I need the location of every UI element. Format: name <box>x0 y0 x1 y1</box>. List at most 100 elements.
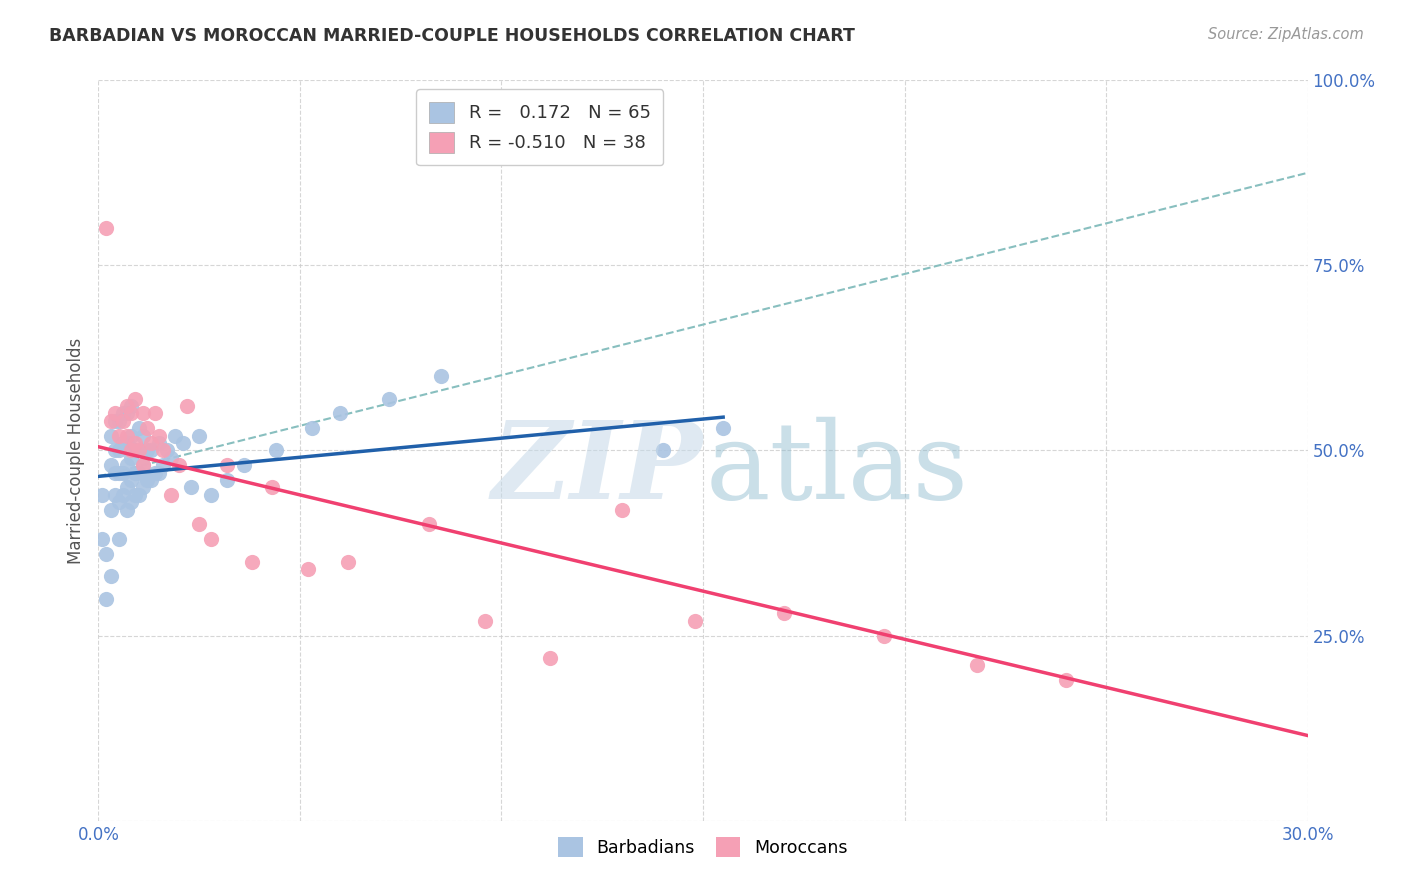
Point <box>651 443 673 458</box>
Point <box>111 436 134 450</box>
Point <box>107 414 129 428</box>
Point <box>1054 673 1077 687</box>
Point <box>418 517 440 532</box>
Point <box>260 480 283 494</box>
Point <box>103 414 125 428</box>
Point <box>100 428 122 442</box>
Point <box>301 421 323 435</box>
Point <box>143 466 166 480</box>
Point <box>128 488 150 502</box>
Point <box>96 547 118 561</box>
Point <box>200 488 222 502</box>
Point <box>188 517 211 532</box>
Point <box>160 450 183 465</box>
Point <box>132 407 155 421</box>
Point <box>120 399 142 413</box>
Point <box>91 533 114 547</box>
Point <box>538 650 561 665</box>
Point <box>96 221 118 235</box>
Point <box>143 407 166 421</box>
Point <box>148 436 170 450</box>
Point <box>711 421 734 435</box>
Legend: Barbadians, Moroccans: Barbadians, Moroccans <box>551 830 855 863</box>
Point <box>115 502 138 516</box>
Point <box>103 488 125 502</box>
Point <box>128 443 150 458</box>
Point <box>329 407 352 421</box>
Point <box>167 458 190 473</box>
Point <box>337 555 360 569</box>
Point <box>124 392 146 406</box>
Point <box>232 458 254 473</box>
Point <box>115 436 138 450</box>
Point <box>115 407 138 421</box>
Point <box>100 502 122 516</box>
Point <box>156 443 179 458</box>
Point <box>124 436 146 450</box>
Point <box>264 443 287 458</box>
Text: atlas: atlas <box>706 417 969 522</box>
Point <box>120 443 142 458</box>
Point <box>139 443 162 458</box>
Point <box>115 458 138 473</box>
Point <box>683 614 706 628</box>
Point <box>111 414 134 428</box>
Point <box>297 562 319 576</box>
Point <box>107 495 129 509</box>
Point <box>107 428 129 442</box>
Point <box>148 466 170 480</box>
Point <box>115 428 138 442</box>
Point <box>132 480 155 494</box>
Point <box>132 458 155 473</box>
Point <box>200 533 222 547</box>
Point <box>873 628 896 642</box>
Point <box>135 421 157 435</box>
Point <box>111 488 134 502</box>
Point <box>772 607 794 621</box>
Point <box>612 502 634 516</box>
Point <box>120 473 142 487</box>
Point <box>152 458 174 473</box>
Point <box>91 488 114 502</box>
Point <box>152 443 174 458</box>
Point <box>124 443 146 458</box>
Point <box>124 488 146 502</box>
Point <box>111 466 134 480</box>
Point <box>132 428 155 442</box>
Point <box>103 407 125 421</box>
Point <box>163 428 186 442</box>
Text: Source: ZipAtlas.com: Source: ZipAtlas.com <box>1208 27 1364 42</box>
Point <box>180 480 202 494</box>
Point <box>135 443 157 458</box>
Point <box>148 428 170 442</box>
Point <box>128 443 150 458</box>
Point <box>474 614 496 628</box>
Point <box>120 428 142 442</box>
Y-axis label: Married-couple Households: Married-couple Households <box>66 337 84 564</box>
Point <box>100 458 122 473</box>
Point <box>172 436 194 450</box>
Point <box>103 443 125 458</box>
Point <box>240 555 263 569</box>
Point <box>132 458 155 473</box>
Point <box>139 436 162 450</box>
Point <box>120 495 142 509</box>
Point <box>217 473 239 487</box>
Point <box>120 450 142 465</box>
Point <box>107 466 129 480</box>
Point <box>176 399 198 413</box>
Point <box>377 392 399 406</box>
Point <box>115 480 138 494</box>
Point <box>160 488 183 502</box>
Point <box>120 407 142 421</box>
Point <box>128 421 150 435</box>
Point <box>430 369 453 384</box>
Point <box>111 407 134 421</box>
Point <box>188 428 211 442</box>
Point <box>217 458 239 473</box>
Point <box>96 591 118 606</box>
Text: BARBADIAN VS MOROCCAN MARRIED-COUPLE HOUSEHOLDS CORRELATION CHART: BARBADIAN VS MOROCCAN MARRIED-COUPLE HOU… <box>49 27 855 45</box>
Point <box>128 466 150 480</box>
Point <box>115 399 138 413</box>
Point <box>124 466 146 480</box>
